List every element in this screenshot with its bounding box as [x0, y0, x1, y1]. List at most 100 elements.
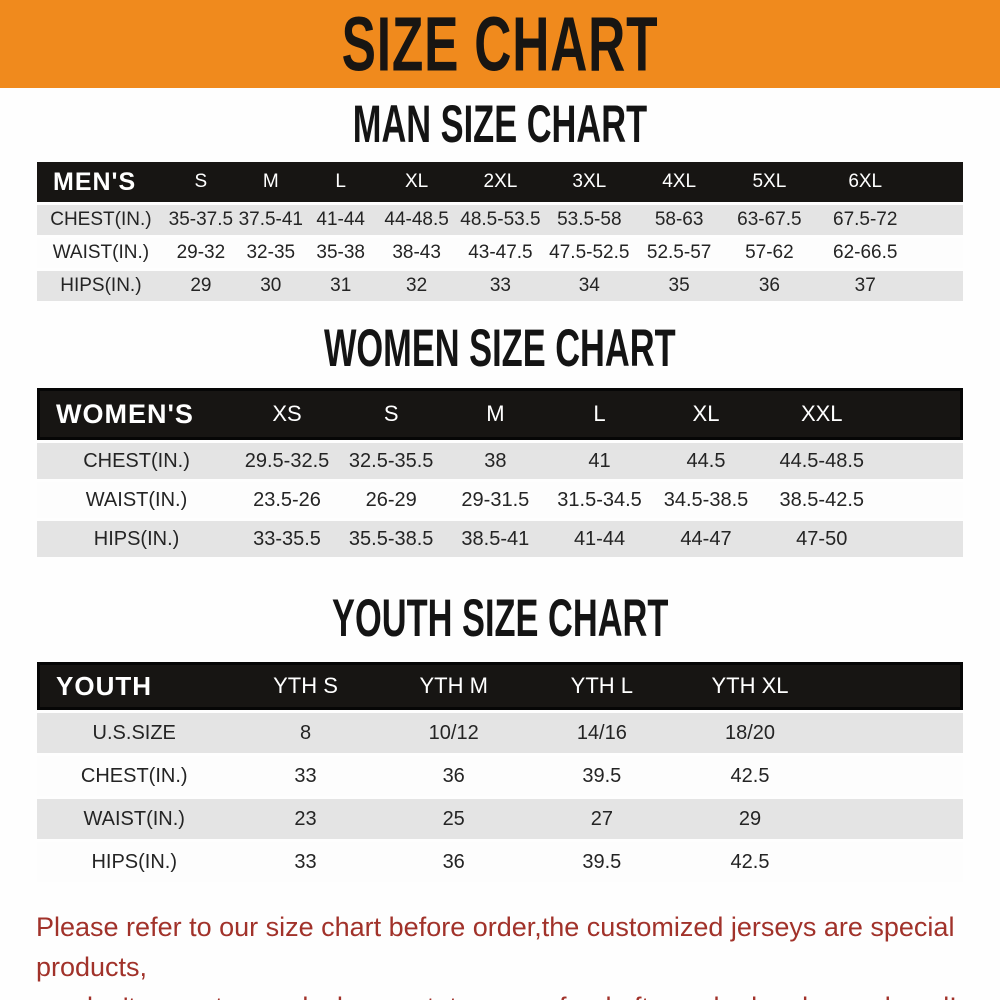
- spacer-cell: [884, 521, 963, 557]
- women-size-table: WOMEN'S XS S M L XL XXL CHEST(IN.) 29.5-…: [37, 385, 963, 560]
- row-label: HIPS(IN.): [37, 271, 165, 301]
- cell: 29-31.5: [444, 482, 547, 518]
- men-column-header: XL: [376, 162, 457, 202]
- cell: 34.5-38.5: [652, 482, 760, 518]
- spacer-cell: [915, 162, 963, 202]
- cell: 31.5-34.5: [546, 482, 653, 518]
- row-label: HIPS(IN.): [37, 842, 232, 882]
- cell: 29: [675, 799, 825, 839]
- row-label: CHEST(IN.): [37, 756, 232, 796]
- cell: 43-47.5: [456, 238, 545, 268]
- cell: 8: [231, 713, 380, 753]
- cell: 38-43: [376, 238, 457, 268]
- men-header-label: MEN'S: [37, 162, 165, 202]
- cell: 44-47: [652, 521, 760, 557]
- youth-section-title-text: YOUTH SIZE CHART: [331, 589, 669, 648]
- cell: 37: [814, 271, 916, 301]
- cell: 35-38: [304, 238, 377, 268]
- cell: 67.5-72: [814, 205, 916, 235]
- youth-header-row: YOUTH YTH S YTH M YTH L YTH XL: [37, 662, 963, 710]
- cell: 35-37.5: [164, 205, 237, 235]
- spacer-cell: [824, 662, 963, 710]
- men-waist-row: WAIST(IN.) 29-32 32-35 35-38 38-43 43-47…: [37, 238, 963, 268]
- disclaimer-line-2: we don't accept cancel, change, teturn o…: [36, 987, 1000, 1000]
- women-column-header: XL: [652, 388, 760, 440]
- women-column-header: L: [546, 388, 653, 440]
- men-column-header: S: [164, 162, 237, 202]
- men-column-header: 3XL: [544, 162, 635, 202]
- spacer-cell: [915, 205, 963, 235]
- spacer-cell: [915, 271, 963, 301]
- men-column-header: 5XL: [724, 162, 815, 202]
- cell: 38.5-41: [444, 521, 547, 557]
- cell: 23: [231, 799, 380, 839]
- spacer-cell: [824, 756, 963, 796]
- men-column-header: 6XL: [814, 162, 916, 202]
- youth-chest-row: CHEST(IN.) 33 36 39.5 42.5: [37, 756, 963, 796]
- cell: 33-35.5: [236, 521, 338, 557]
- cell: 30: [237, 271, 305, 301]
- cell: 26-29: [337, 482, 445, 518]
- cell: 18/20: [675, 713, 825, 753]
- women-chest-row: CHEST(IN.) 29.5-32.5 32.5-35.5 38 41 44.…: [37, 443, 963, 479]
- men-column-header: 4XL: [634, 162, 725, 202]
- youth-column-header: YTH S: [231, 662, 380, 710]
- women-hips-row: HIPS(IN.) 33-35.5 35.5-38.5 38.5-41 41-4…: [37, 521, 963, 557]
- cell: 58-63: [634, 205, 725, 235]
- cell: 27: [527, 799, 676, 839]
- cell: 41-44: [546, 521, 653, 557]
- youth-size-table: YOUTH YTH S YTH M YTH L YTH XL U.S.SIZE …: [37, 659, 963, 885]
- cell: 14/16: [527, 713, 676, 753]
- row-label: HIPS(IN.): [37, 521, 237, 557]
- spacer-cell: [824, 799, 963, 839]
- women-waist-row: WAIST(IN.) 23.5-26 26-29 29-31.5 31.5-34…: [37, 482, 963, 518]
- disclaimer-line-1: Please refer to our size chart before or…: [36, 912, 955, 982]
- women-column-header: M: [444, 388, 547, 440]
- cell: 52.5-57: [634, 238, 725, 268]
- cell: 29: [164, 271, 237, 301]
- row-label: WAIST(IN.): [37, 799, 232, 839]
- disclaimer-note: Please refer to our size chart before or…: [36, 907, 1000, 1000]
- cell: 44.5: [652, 443, 760, 479]
- men-column-header: L: [304, 162, 377, 202]
- row-label: WAIST(IN.): [37, 238, 165, 268]
- spacer-cell: [884, 482, 963, 518]
- men-section-title-text: MAN SIZE CHART: [352, 95, 648, 154]
- cell: 33: [456, 271, 545, 301]
- cell: 47.5-52.5: [544, 238, 635, 268]
- cell: 34: [544, 271, 635, 301]
- spacer-cell: [824, 842, 963, 882]
- row-label: U.S.SIZE: [37, 713, 232, 753]
- men-hips-row: HIPS(IN.) 29 30 31 32 33 34 35 36 37: [37, 271, 963, 301]
- cell: 31: [304, 271, 377, 301]
- youth-column-header: YTH XL: [675, 662, 825, 710]
- men-column-header: 2XL: [456, 162, 545, 202]
- cell: 35.5-38.5: [337, 521, 445, 557]
- youth-header-label: YOUTH: [37, 662, 232, 710]
- men-header-row: MEN'S S M L XL 2XL 3XL 4XL 5XL 6XL: [37, 162, 963, 202]
- cell: 44-48.5: [376, 205, 457, 235]
- cell: 57-62: [724, 238, 815, 268]
- cell: 36: [724, 271, 815, 301]
- men-section-title: MAN SIZE CHART: [0, 95, 1000, 154]
- cell: 29-32: [164, 238, 237, 268]
- cell: 37.5-41: [237, 205, 305, 235]
- cell: 35: [634, 271, 725, 301]
- cell: 23.5-26: [236, 482, 338, 518]
- cell: 32: [376, 271, 457, 301]
- cell: 39.5: [527, 842, 676, 882]
- cell: 44.5-48.5: [759, 443, 885, 479]
- cell: 29.5-32.5: [236, 443, 338, 479]
- spacer-cell: [884, 388, 963, 440]
- spacer-cell: [824, 713, 963, 753]
- banner-title: SIZE CHART: [341, 1, 659, 87]
- cell: 63-67.5: [724, 205, 815, 235]
- women-section-title: WOMEN SIZE CHART: [0, 319, 1000, 378]
- spacer-cell: [884, 443, 963, 479]
- youth-section-title: YOUTH SIZE CHART: [0, 589, 1000, 648]
- men-chest-row: CHEST(IN.) 35-37.5 37.5-41 41-44 44-48.5…: [37, 205, 963, 235]
- women-column-header: XS: [236, 388, 338, 440]
- cell: 33: [231, 842, 380, 882]
- youth-waist-row: WAIST(IN.) 23 25 27 29: [37, 799, 963, 839]
- cell: 48.5-53.5: [456, 205, 545, 235]
